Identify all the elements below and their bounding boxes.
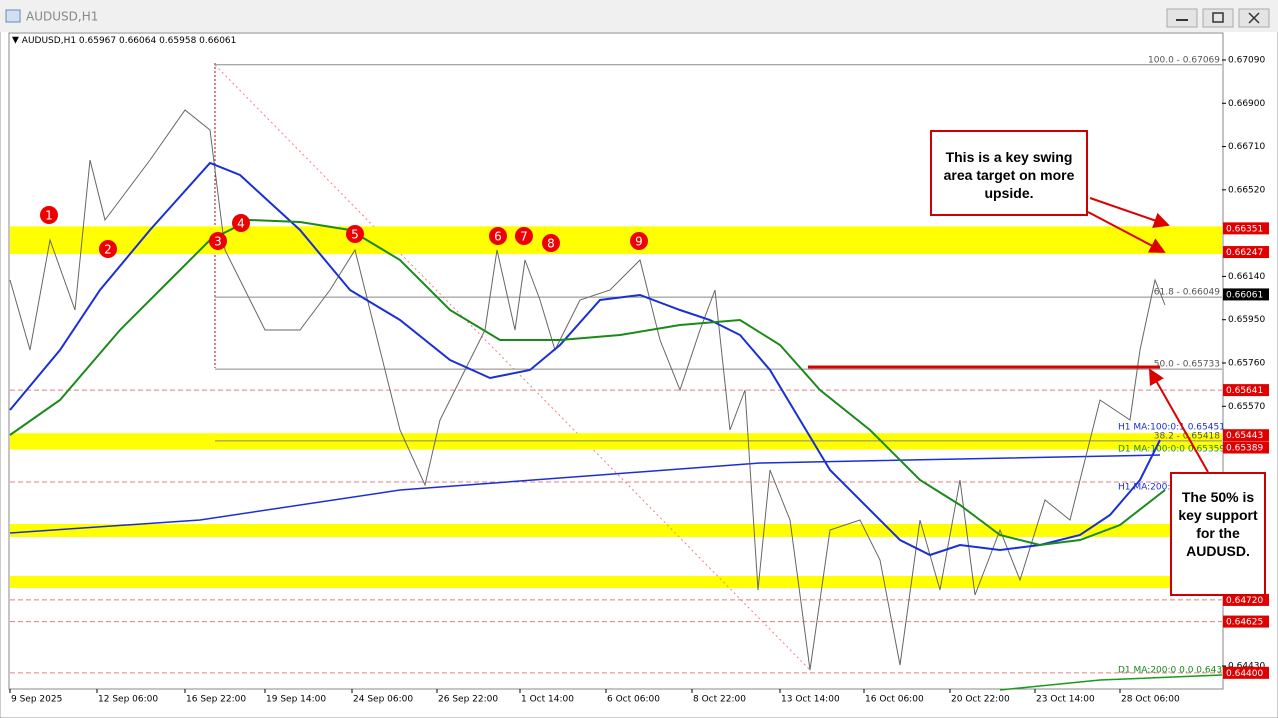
time-tick-label: 6 Oct 06:00 [607, 695, 660, 705]
support-zone [10, 576, 1222, 588]
ma-label: D1 MA:100:0:0 0.65359 [1118, 445, 1225, 455]
swing-marker-label: 1 [45, 209, 53, 223]
price-marker [1223, 384, 1269, 397]
price-tick-label: 0.65950 [1228, 315, 1265, 325]
time-tick-label: 13 Oct 14:00 [781, 695, 840, 705]
price-marker [1223, 222, 1269, 235]
price-marker-label: 0.64625 [1226, 618, 1263, 628]
swing-marker [489, 227, 507, 245]
swing-marker [515, 227, 533, 245]
time-tick-label: 1 Oct 14:00 [521, 695, 574, 705]
swing-marker-label: 5 [351, 228, 359, 242]
fib-trend-line [214, 64, 811, 671]
swing-marker [232, 214, 250, 232]
price-marker-label: 0.66061 [1226, 290, 1263, 300]
time-tick-label: 23 Oct 14:00 [1036, 695, 1095, 705]
restore-icon [1212, 12, 1224, 23]
time-tick-label: 16 Oct 06:00 [865, 695, 924, 705]
support-zone [10, 524, 1222, 537]
price-tick-label: 0.65760 [1228, 359, 1265, 369]
ma-label: H1 MA:100:0:1 0.65451 [1118, 423, 1225, 433]
price-tick-label: 0.67090 [1228, 56, 1265, 66]
time-tick-label: 9 Sep 2025 [11, 695, 62, 705]
swing-marker [346, 225, 364, 243]
arrow [1087, 211, 1166, 253]
ma-label: D1 MA:200:0 0.0 0.64398 [1118, 666, 1234, 676]
swing-marker-label: 8 [547, 237, 555, 251]
time-tick-label: 24 Sep 06:00 [353, 695, 413, 705]
time-tick-label: 19 Sep 14:00 [266, 695, 326, 705]
minimize-button[interactable] [1166, 8, 1198, 28]
price-marker-label: 0.66247 [1226, 248, 1263, 258]
resistance-zone [10, 226, 1222, 255]
time-tick-label: 20 Oct 22:00 [951, 695, 1010, 705]
swing-markers: 1 2 3 4 5 6 7 8 9 [40, 206, 648, 258]
annotation-upper: This is a key swing area target on more … [930, 130, 1088, 216]
time-tick-label: 28 Oct 06:00 [1121, 695, 1180, 705]
price-marker-label: 0.65443 [1226, 431, 1263, 441]
swing-marker-label: 3 [214, 235, 222, 249]
arrow [1149, 368, 1209, 473]
swing-marker-label: 7 [520, 230, 528, 244]
h1-ma100 [9, 161, 1161, 557]
title-bar [0, 0, 1278, 32]
price-marker [1223, 593, 1269, 606]
fib-label: 100.0 - 0.67069 [1148, 55, 1220, 65]
swing-marker-label: 4 [237, 217, 245, 231]
price-marker-label: 0.64720 [1226, 596, 1263, 606]
price-tick-label: 0.66710 [1228, 142, 1265, 152]
price-marker [1223, 288, 1269, 301]
price-marker-label: 0.64400 [1226, 669, 1263, 679]
close-icon [1248, 12, 1260, 24]
price-marker-label: 0.65389 [1226, 444, 1263, 454]
arrow [1089, 197, 1170, 228]
d1-ma200 [999, 674, 1223, 691]
price-marker-label: 0.66351 [1226, 224, 1263, 234]
annotation-lower: The 50% is key support for the AUDUSD. [1170, 472, 1266, 596]
d1-ma100 [9, 454, 1161, 534]
swing-marker [99, 240, 117, 258]
swing-marker-label: 6 [494, 230, 502, 244]
price-tick-label: 0.66520 [1228, 185, 1265, 195]
price-tick-label: 0.66900 [1228, 99, 1265, 109]
fib-label: 61.8 - 0.66049 [1154, 288, 1220, 298]
restore-button[interactable] [1202, 8, 1234, 28]
time-tick-label: 16 Sep 22:00 [186, 695, 246, 705]
price-marker [1223, 615, 1269, 628]
price-marker-label: 0.65641 [1226, 386, 1263, 396]
price-marker [1223, 441, 1269, 454]
window-title: AUDUSD,H1 [26, 10, 98, 24]
chart-icon [5, 9, 21, 23]
swing-marker-label: 9 [635, 235, 643, 249]
swing-marker [209, 232, 227, 250]
price-marker [1223, 246, 1269, 259]
price-tick-label: 0.64430 [1228, 662, 1265, 672]
price-tick-label: 0.66140 [1228, 272, 1265, 282]
price-path [9, 109, 1166, 671]
chart-header: ▼ AUDUSD,H1 0.65967 0.66064 0.65958 0.66… [12, 36, 236, 46]
swing-marker-label: 2 [104, 243, 112, 257]
time-tick-label: 8 Oct 22:00 [693, 695, 746, 705]
ohlc-info: AUDUSD,H1 0.65967 0.66064 0.65958 0.6606… [22, 36, 237, 46]
time-tick-label: 26 Sep 22:00 [438, 695, 498, 705]
price-axis: 0.67090 0.66900 0.66710 0.66520 0.66140 0.659… [1222, 56, 1269, 679]
fib-label: 50.0 - 0.65733 [1154, 360, 1220, 370]
time-tick-label: 12 Sep 06:00 [98, 695, 158, 705]
swing-marker [542, 234, 560, 252]
price-marker [1223, 666, 1269, 679]
price-tick-label: 0.65570 [1228, 402, 1265, 412]
swing-marker [630, 232, 648, 250]
time-axis: 9 Sep 2025 12 Sep 06:00 16 Sep 22:00 19 Sep… [9, 689, 1180, 705]
price-marker [1223, 429, 1269, 442]
swing-marker [40, 206, 58, 224]
